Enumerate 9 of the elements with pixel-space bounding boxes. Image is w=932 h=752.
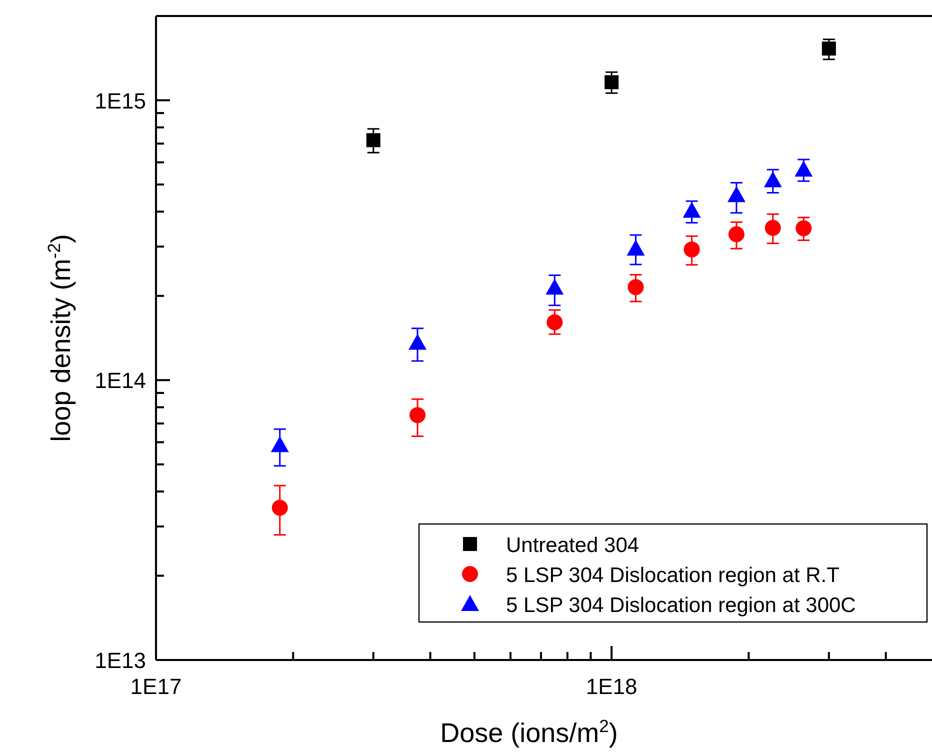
y-tick-label: 1E15: [94, 88, 146, 114]
legend-label: 5 LSP 304 Dislocation region at 300C: [506, 594, 856, 617]
legend-label: Untreated 304: [506, 534, 640, 557]
x-axis-title: Dose (ions/m$^{2}$): [440, 716, 618, 748]
legend-label: 5 LSP 304 Dislocation region at R.T: [506, 564, 840, 587]
y-tick-label: 1E13: [94, 648, 146, 673]
x-tick-label: 1E17: [130, 674, 182, 699]
x-tick-label: 1E18: [586, 674, 638, 699]
y-tick-label: 1E14: [94, 368, 146, 394]
